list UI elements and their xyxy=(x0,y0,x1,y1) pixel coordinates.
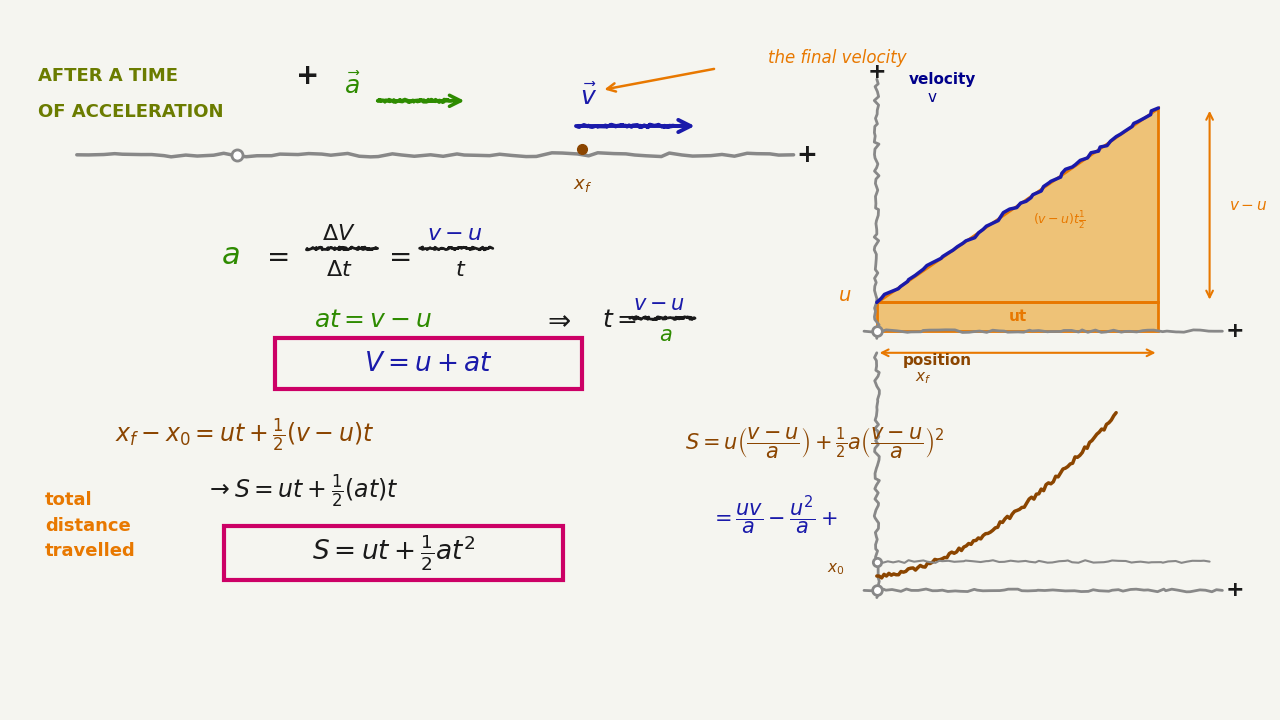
Polygon shape xyxy=(877,108,1158,302)
Text: $\Delta V$: $\Delta V$ xyxy=(323,224,356,244)
Text: $u$: $u$ xyxy=(837,286,851,305)
Text: $S = ut + \frac{1}{2}at^2$: $S = ut + \frac{1}{2}at^2$ xyxy=(311,533,476,572)
Text: v: v xyxy=(928,90,937,104)
Text: $= \dfrac{uv}{a} - \dfrac{u^2}{a} +$: $= \dfrac{uv}{a} - \dfrac{u^2}{a} +$ xyxy=(710,493,838,536)
Text: position: position xyxy=(902,353,972,367)
Text: OF ACCELERATION: OF ACCELERATION xyxy=(38,103,224,121)
Text: $t$: $t$ xyxy=(456,260,466,280)
Text: $(v-u)t\frac{1}{2}$: $(v-u)t\frac{1}{2}$ xyxy=(1033,209,1087,230)
Text: travelled: travelled xyxy=(45,542,136,560)
Text: $x_f$: $x_f$ xyxy=(573,176,591,194)
Text: AFTER A TIME: AFTER A TIME xyxy=(38,67,178,85)
Text: the final velocity: the final velocity xyxy=(768,49,906,67)
Text: $v-u$: $v-u$ xyxy=(426,224,483,244)
Text: $a$: $a$ xyxy=(659,325,672,345)
Text: $\vec{a}$: $\vec{a}$ xyxy=(343,73,361,99)
Text: $S = u\left(\dfrac{v-u}{a}\right) + \frac{1}{2}a\left(\dfrac{v-u}{a}\right)^2$: $S = u\left(\dfrac{v-u}{a}\right) + \fra… xyxy=(685,426,943,460)
Bar xyxy=(224,526,563,580)
Text: $\vec{v}$: $\vec{v}$ xyxy=(580,84,598,110)
Text: +: + xyxy=(868,62,886,82)
Text: +: + xyxy=(1226,580,1244,600)
Text: $V = u + at$: $V = u + at$ xyxy=(365,351,493,377)
Polygon shape xyxy=(877,302,1158,331)
Text: +: + xyxy=(796,143,817,167)
Text: $at = v-u$: $at = v-u$ xyxy=(314,308,431,333)
Text: $=$: $=$ xyxy=(261,242,289,269)
Text: velocity: velocity xyxy=(909,72,977,86)
Text: $v-u$: $v-u$ xyxy=(1229,198,1267,212)
Text: $\Rightarrow$: $\Rightarrow$ xyxy=(543,307,571,334)
Text: $a$: $a$ xyxy=(221,241,239,270)
Bar xyxy=(275,338,582,389)
Text: distance: distance xyxy=(45,517,131,534)
Text: $=$: $=$ xyxy=(383,242,411,269)
Text: $x_f - x_0 = ut + \frac{1}{2}(v-u)t$: $x_f - x_0 = ut + \frac{1}{2}(v-u)t$ xyxy=(115,417,375,454)
Text: $t=$: $t=$ xyxy=(602,308,636,333)
Text: $\rightarrow S = ut + \frac{1}{2}(at)t$: $\rightarrow S = ut + \frac{1}{2}(at)t$ xyxy=(205,472,398,510)
Text: +: + xyxy=(1226,321,1244,341)
Text: $v-u$: $v-u$ xyxy=(634,294,685,314)
Text: total: total xyxy=(45,492,92,510)
Text: ut: ut xyxy=(1009,310,1027,324)
Text: +: + xyxy=(296,62,319,89)
Text: $x_0$: $x_0$ xyxy=(827,561,845,577)
Text: $\Delta t$: $\Delta t$ xyxy=(326,260,352,280)
Text: $x_f$: $x_f$ xyxy=(915,370,932,386)
